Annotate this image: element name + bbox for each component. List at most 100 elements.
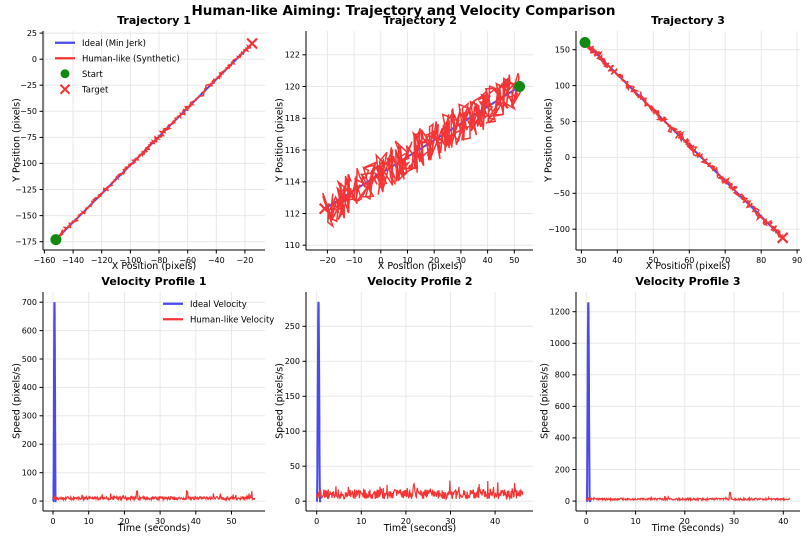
svg-text:100: 100 (22, 469, 37, 478)
subplot-5-title: Velocity Profile 2 (367, 275, 473, 288)
legend: Ideal (Min Jerk) Human-like (Synthetic) St… (55, 39, 180, 95)
svg-text:0: 0 (50, 517, 55, 526)
svg-text:30: 30 (445, 517, 455, 526)
svg-text:−100: −100 (548, 225, 570, 234)
svg-text:112: 112 (285, 209, 300, 218)
subplot-3-title: Trajectory 3 (651, 14, 725, 27)
svg-text:100: 100 (285, 427, 300, 436)
svg-text:−25: −25 (20, 81, 37, 90)
svg-text:−40: −40 (208, 256, 225, 265)
ideal-velocity-line (585, 302, 591, 503)
svg-text:0: 0 (565, 153, 570, 162)
svg-text:0: 0 (32, 55, 37, 64)
svg-text:150: 150 (555, 46, 570, 55)
svg-text:0: 0 (565, 497, 570, 506)
svg-text:114: 114 (285, 178, 300, 187)
svg-text:−120: −120 (91, 256, 113, 265)
svg-text:Ideal Velocity: Ideal Velocity (190, 300, 247, 310)
svg-text:600: 600 (22, 326, 37, 335)
human-trajectory-line (582, 40, 784, 242)
svg-text:0: 0 (295, 497, 300, 506)
svg-text:−160: −160 (33, 256, 55, 265)
svg-text:Target: Target (81, 85, 109, 95)
svg-text:60: 60 (684, 256, 694, 265)
svg-text:150: 150 (285, 392, 300, 401)
svg-text:700: 700 (22, 298, 37, 307)
svg-text:−20: −20 (236, 256, 253, 265)
subplot-4-xlabel: Time (seconds) (117, 523, 191, 534)
subplot-5-axes: 0 10 20 30 40 0 50 100 150 200 250 (285, 292, 533, 526)
target-marker (318, 202, 331, 215)
svg-text:30: 30 (456, 256, 466, 265)
svg-text:−80: −80 (151, 256, 168, 265)
human-trajectory-line (54, 43, 254, 242)
subplot-1-xlabel: X Position (pixels) (111, 261, 197, 272)
svg-text:30: 30 (729, 517, 739, 526)
svg-text:20: 20 (429, 256, 439, 265)
svg-text:−100: −100 (119, 256, 141, 265)
svg-text:200: 200 (22, 440, 37, 449)
svg-text:10: 10 (356, 517, 366, 526)
svg-text:50: 50 (226, 517, 236, 526)
tick-labels: −160 −140 −120 −100 −80 −60 −40 −20 25 0 −25 −50 −75… (15, 29, 253, 265)
svg-text:20: 20 (680, 517, 690, 526)
gridlines (306, 292, 533, 511)
svg-text:−100: −100 (15, 159, 37, 168)
subplot-2-axes: −20 −10 0 10 20 30 40 50 110 112 114 116 118 120 122 (285, 31, 533, 265)
svg-text:Ideal (Min Jerk): Ideal (Min Jerk) (82, 39, 146, 49)
subplot-3-axes: 30 40 50 60 70 80 90 150 100 50 0 −50 −100 (548, 31, 802, 265)
svg-text:−20: −20 (319, 256, 336, 265)
svg-text:0: 0 (378, 256, 383, 265)
svg-text:10: 10 (84, 517, 94, 526)
svg-text:250: 250 (285, 322, 300, 331)
ideal-velocity-line (52, 302, 57, 503)
subplot-1-title: Trajectory 1 (117, 14, 191, 27)
subplot-5-xlabel: Time (seconds) (383, 523, 457, 534)
tick-labels: 0 10 20 30 40 0 50 100 150 200 250 (285, 322, 500, 526)
svg-text:50: 50 (560, 117, 570, 126)
svg-text:−175: −175 (15, 238, 37, 247)
svg-text:70: 70 (720, 256, 730, 265)
svg-text:10: 10 (631, 517, 641, 526)
svg-text:600: 600 (555, 402, 570, 411)
svg-text:30: 30 (155, 517, 165, 526)
svg-text:1000: 1000 (550, 339, 570, 348)
human-trajectory-line (322, 73, 521, 229)
target-marker (246, 37, 258, 50)
svg-text:500: 500 (22, 355, 37, 364)
svg-text:40: 40 (612, 256, 622, 265)
svg-text:1200: 1200 (550, 308, 570, 317)
svg-text:800: 800 (555, 371, 570, 380)
svg-text:30: 30 (576, 256, 586, 265)
svg-text:−75: −75 (20, 133, 37, 142)
svg-text:200: 200 (555, 465, 570, 474)
start-marker (50, 234, 62, 246)
svg-text:40: 40 (778, 517, 788, 526)
svg-text:20: 20 (119, 517, 129, 526)
start-marker (579, 37, 591, 48)
subplot-2-title: Trajectory 2 (383, 14, 457, 27)
svg-text:50: 50 (290, 462, 300, 471)
ideal-velocity-line (315, 301, 322, 503)
svg-text:40: 40 (483, 256, 493, 265)
target-marker (776, 232, 789, 244)
svg-text:−50: −50 (553, 189, 570, 198)
legend: Ideal Velocity Human-like Velocity (163, 300, 274, 325)
subplot-6-ylabel: Speed (pixels/s) (539, 363, 551, 439)
svg-text:100: 100 (555, 81, 570, 90)
subplot-1-axes: −160 −140 −120 −100 −80 −60 −40 −20 25 0 −25 −50 −75… (15, 29, 265, 265)
svg-text:20: 20 (401, 517, 411, 526)
svg-text:−60: −60 (179, 256, 196, 265)
svg-text:−150: −150 (15, 211, 37, 220)
svg-text:40: 40 (490, 517, 500, 526)
subplot-2-xlabel: X Position (pixels) (377, 261, 463, 272)
svg-text:0: 0 (32, 497, 37, 506)
svg-text:80: 80 (756, 256, 766, 265)
human-velocity-line (585, 491, 791, 503)
svg-text:0: 0 (314, 517, 319, 526)
svg-text:300: 300 (22, 412, 37, 421)
subplot-2-ylabel: Y Position (pixels) (274, 98, 286, 182)
